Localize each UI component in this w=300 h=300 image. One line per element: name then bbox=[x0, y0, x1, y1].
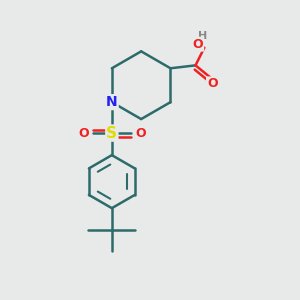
Text: O: O bbox=[135, 127, 146, 140]
Text: O: O bbox=[207, 77, 217, 90]
Text: O: O bbox=[193, 38, 203, 51]
Text: H: H bbox=[198, 32, 208, 41]
Text: S: S bbox=[106, 126, 117, 141]
Text: N: N bbox=[106, 95, 118, 109]
Text: O: O bbox=[78, 127, 88, 140]
